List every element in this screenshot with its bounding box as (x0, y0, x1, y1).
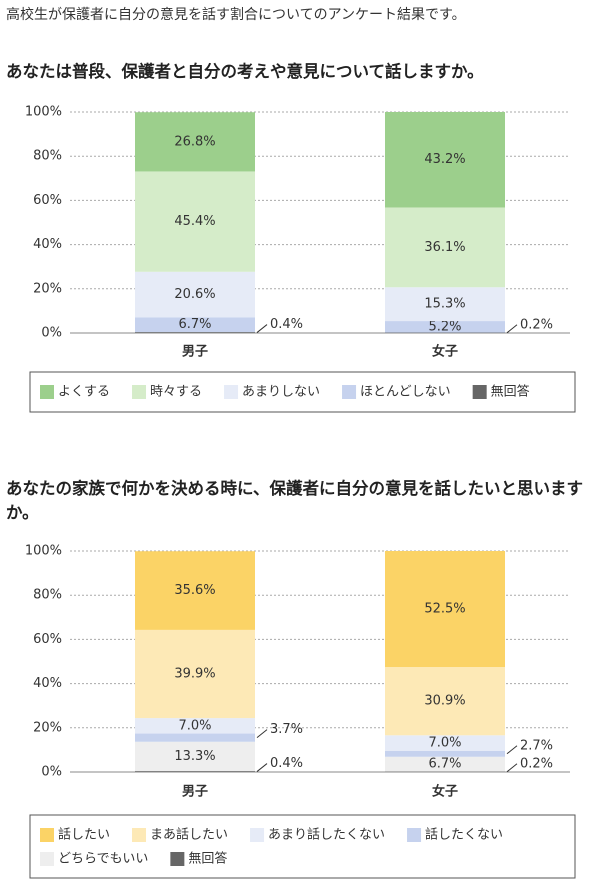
x-tick-label: 男子 (182, 785, 208, 800)
x-tick-label: 女子 (432, 784, 458, 800)
value-label: 35.6% (174, 583, 215, 598)
bar-segment (385, 112, 505, 208)
bar-segment (135, 733, 255, 742)
legend-label: よくする (58, 385, 110, 400)
value-label: 3.7% (270, 722, 303, 737)
value-label: 45.4% (174, 214, 215, 229)
bar-segment (135, 112, 255, 172)
y-tick-label: 20% (33, 720, 62, 735)
legend-box (29, 814, 576, 879)
value-label: 7.0% (178, 718, 211, 733)
leader-line (506, 745, 518, 755)
value-label: 5.2% (428, 319, 461, 334)
bar-segment (135, 629, 255, 719)
y-tick-label: 80% (33, 588, 62, 603)
leader-line (256, 324, 268, 333)
bar-segment (135, 271, 255, 318)
legend-label: どちらでもいい (58, 852, 148, 867)
legend-label: 話したくない (425, 827, 503, 843)
legend-swatch (40, 852, 54, 866)
legend-swatch (250, 828, 265, 842)
y-tick-label: 100% (25, 105, 62, 120)
leader-line (256, 763, 268, 772)
legend-swatch (40, 828, 54, 842)
value-label: 2.7% (520, 738, 553, 753)
legend-label: 話したい (58, 827, 110, 843)
y-tick-label: 100% (25, 544, 62, 559)
bar-segment (135, 317, 255, 333)
legend-label: 時々する (150, 385, 202, 400)
bar-segment (385, 207, 505, 288)
bar-segment (385, 551, 505, 668)
value-label: 0.4% (270, 756, 303, 771)
legend-label: 無回答 (188, 851, 227, 867)
bar-segment (135, 771, 255, 772)
legend-swatch (170, 852, 185, 866)
value-label: 6.7% (428, 757, 461, 772)
bar-segment (135, 332, 255, 333)
legend-label: ほとんどしない (360, 385, 451, 400)
legend-label: まあ話したい (150, 827, 228, 843)
bar-segment (385, 735, 505, 751)
bar-segment (135, 551, 255, 630)
y-tick-label: 40% (33, 237, 62, 252)
value-label: 39.9% (174, 666, 215, 681)
value-label: 52.5% (424, 602, 465, 617)
legend-swatch (40, 385, 54, 399)
value-label: 6.7% (178, 317, 211, 332)
legend-swatch (132, 385, 147, 399)
bar-segment (385, 756, 505, 772)
x-tick-label: 女子 (432, 344, 458, 360)
legend-swatch (132, 828, 147, 842)
header: 高校生が保護者に自分の意見を話す割合についてのアンケート結果です。 (6, 7, 466, 23)
legend-swatch (472, 385, 487, 399)
value-label: 30.9% (424, 694, 465, 709)
x-tick-label: 男子 (182, 345, 208, 360)
value-label: 0.2% (520, 756, 553, 771)
y-tick-label: 40% (33, 676, 62, 691)
bar-segment (135, 741, 255, 772)
value-label: 43.2% (424, 152, 465, 167)
y-tick-label: 0% (41, 765, 62, 780)
legend-label: あまりしない (242, 385, 320, 400)
value-label: 26.8% (174, 134, 215, 149)
bar-segment (385, 667, 505, 736)
bar-segment (135, 171, 255, 272)
leader-line (256, 729, 268, 739)
legend-label: あまり話したくない (268, 827, 385, 843)
value-label: 7.0% (428, 736, 461, 751)
bar-segment (385, 750, 505, 757)
legend-swatch (407, 828, 422, 842)
y-tick-label: 60% (33, 193, 62, 208)
chart-title: あなたの家族で何かを決める時に、保護者に自分の意見を話したいと思いますか。 (6, 479, 584, 522)
legend-label: 無回答 (491, 384, 530, 400)
legend-swatch (342, 385, 357, 399)
value-label: 15.3% (424, 297, 465, 312)
bar-segment (385, 321, 505, 333)
bar-segment (385, 287, 505, 322)
y-tick-label: 0% (41, 326, 62, 341)
leader-line (506, 763, 518, 773)
y-tick-label: 80% (33, 149, 62, 164)
leader-line (506, 324, 518, 334)
value-label: 36.1% (424, 240, 465, 255)
value-label: 13.3% (174, 749, 215, 764)
bar-segment (135, 718, 255, 734)
legend-swatch (224, 385, 239, 399)
chart-title: あなたは普段、保護者と自分の考えや意見について話しますか。 (6, 62, 484, 81)
y-tick-label: 20% (33, 281, 62, 296)
value-label: 0.4% (270, 317, 303, 332)
value-label: 20.6% (174, 287, 215, 302)
y-tick-label: 60% (33, 632, 62, 647)
value-label: 0.2% (520, 317, 553, 332)
